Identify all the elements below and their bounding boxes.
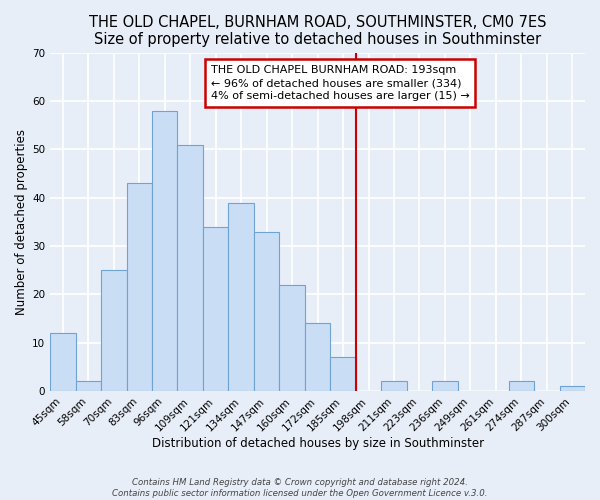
Bar <box>560 386 585 391</box>
Y-axis label: Number of detached properties: Number of detached properties <box>15 129 28 315</box>
Text: THE OLD CHAPEL BURNHAM ROAD: 193sqm
← 96% of detached houses are smaller (334)
4: THE OLD CHAPEL BURNHAM ROAD: 193sqm ← 96… <box>211 65 469 101</box>
Text: Contains HM Land Registry data © Crown copyright and database right 2024.
Contai: Contains HM Land Registry data © Crown c… <box>112 478 488 498</box>
Bar <box>280 285 305 391</box>
Bar <box>509 382 534 391</box>
Bar <box>101 270 127 391</box>
Bar <box>229 202 254 391</box>
Bar <box>305 324 331 391</box>
Bar <box>432 382 458 391</box>
Bar <box>381 382 407 391</box>
X-axis label: Distribution of detached houses by size in Southminster: Distribution of detached houses by size … <box>152 437 484 450</box>
Bar <box>50 333 76 391</box>
Bar <box>76 382 101 391</box>
Bar <box>127 184 152 391</box>
Bar <box>178 144 203 391</box>
Bar <box>203 227 229 391</box>
Bar <box>152 110 178 391</box>
Title: THE OLD CHAPEL, BURNHAM ROAD, SOUTHMINSTER, CM0 7ES
Size of property relative to: THE OLD CHAPEL, BURNHAM ROAD, SOUTHMINST… <box>89 15 547 48</box>
Bar <box>254 232 280 391</box>
Bar <box>331 358 356 391</box>
